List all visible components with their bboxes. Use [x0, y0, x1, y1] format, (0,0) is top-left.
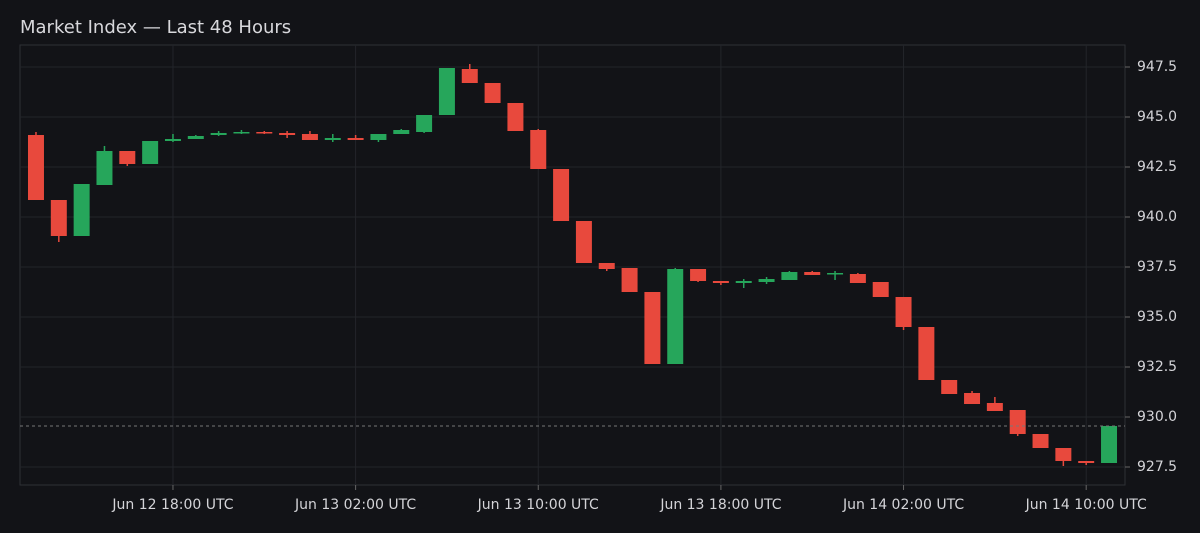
candle-body [1078, 461, 1095, 463]
candle-body [27, 135, 44, 200]
chart-title: Market Index — Last 48 Hours [20, 17, 291, 38]
candle-body [598, 263, 615, 269]
candle-body [1009, 410, 1026, 434]
candle-body [895, 297, 912, 327]
candle-body [416, 115, 433, 132]
y-tick-label: 942.5 [1137, 159, 1177, 175]
candle-body [575, 221, 592, 263]
candle-body [210, 133, 227, 135]
candle-body [553, 169, 570, 221]
candle-body [279, 133, 296, 135]
y-tick-label: 940.0 [1137, 209, 1177, 225]
candle-body [986, 403, 1003, 411]
candle-body [872, 282, 889, 297]
candle-body [781, 272, 798, 280]
x-tick-label: Jun 13 18:00 UTC [659, 497, 781, 513]
candle-body [438, 68, 455, 115]
y-tick-label: 927.5 [1137, 459, 1177, 475]
candle-body [301, 134, 318, 140]
candle-body [187, 136, 204, 139]
candle-body [1055, 448, 1072, 461]
candle-body [256, 132, 273, 134]
y-tick-label: 947.5 [1137, 59, 1177, 75]
candle-body [393, 130, 410, 134]
y-tick-label: 930.0 [1137, 409, 1177, 425]
candle-body [73, 184, 90, 236]
x-tick-label: Jun 13 02:00 UTC [294, 497, 416, 513]
candle-body [758, 279, 775, 282]
candle-body [347, 138, 364, 140]
x-tick-label: Jun 14 02:00 UTC [842, 497, 964, 513]
candle-body [142, 141, 159, 164]
candle-body [507, 103, 524, 131]
candle-body [1101, 426, 1118, 463]
candle-body [324, 138, 341, 140]
y-tick-label: 932.5 [1137, 359, 1177, 375]
candle-body [712, 281, 729, 283]
x-tick-label: Jun 12 18:00 UTC [111, 497, 233, 513]
plot-frame [19, 44, 1126, 486]
candle-body [484, 83, 501, 103]
candle-body [941, 380, 958, 394]
candle-body [621, 268, 638, 292]
candle-body [96, 151, 113, 185]
candle-body [690, 269, 707, 281]
candle-body [164, 139, 181, 141]
candle-body [964, 393, 981, 404]
y-tick-label: 945.0 [1137, 109, 1177, 125]
candle-body [370, 134, 387, 140]
candle-body [119, 151, 136, 164]
x-tick-label: Jun 13 10:00 UTC [477, 497, 599, 513]
candle-body [827, 273, 844, 275]
candle-body [1032, 434, 1049, 448]
candle-body [918, 327, 935, 380]
candle-body [667, 269, 684, 364]
candle-body [849, 274, 866, 283]
candle-body [804, 272, 821, 275]
candle-body [233, 132, 250, 134]
y-tick-label: 935.0 [1137, 309, 1177, 325]
x-tick-label: Jun 14 10:00 UTC [1025, 497, 1147, 513]
candle-body [50, 200, 67, 236]
candle-body [735, 281, 752, 283]
candle-body [644, 292, 661, 364]
y-tick-label: 937.5 [1137, 259, 1177, 275]
candle-body [530, 130, 547, 169]
candle-body [461, 69, 478, 83]
